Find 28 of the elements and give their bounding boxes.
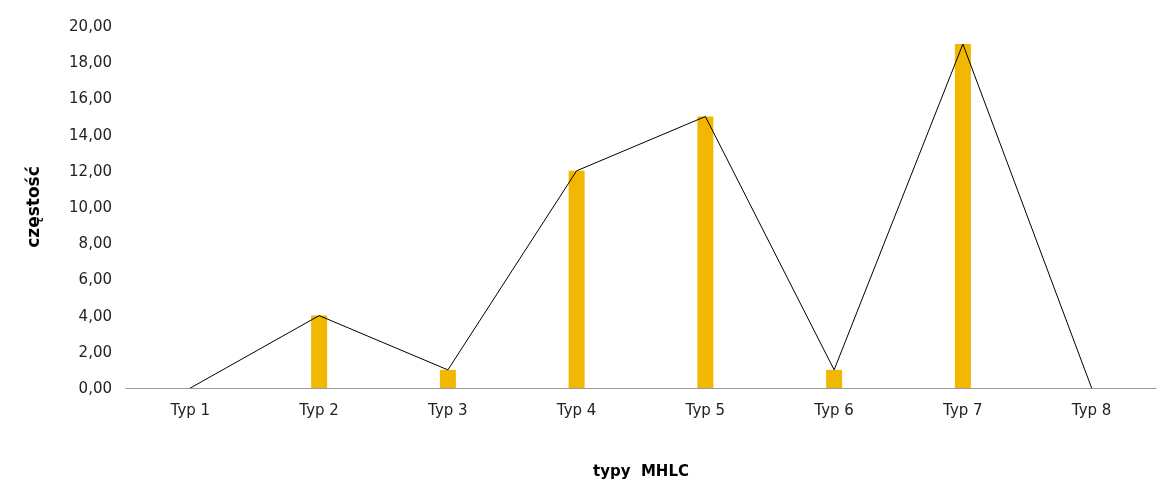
line-series	[189, 43, 1093, 389]
y-tick-label: 18,00	[69, 53, 112, 72]
bar	[439, 369, 456, 388]
y-tick-label: 20,00	[69, 17, 112, 35]
y-tick-label: 4,00	[78, 306, 112, 325]
y-tick-label: 12,00	[69, 161, 112, 180]
bar	[954, 44, 971, 388]
y-tick-label: 0,00	[78, 379, 112, 397]
y-tick-label: 2,00	[78, 342, 112, 361]
bar	[697, 116, 714, 388]
y-tick-label: 8,00	[78, 234, 112, 253]
x-tick-label: Typ 5	[684, 400, 726, 419]
x-tick-label: Typ 2	[298, 400, 339, 419]
y-tick-label: 6,00	[78, 270, 112, 289]
y-tick-label: 16,00	[69, 89, 112, 108]
x-axis-title: typy MHLC	[593, 461, 689, 480]
y-axis-title: częstość	[22, 166, 43, 248]
bar	[311, 315, 328, 388]
y-tick-label: 14,00	[69, 125, 112, 144]
x-tick-label: Typ 7	[942, 400, 983, 419]
x-tick-label: Typ 6	[813, 400, 854, 419]
bar	[568, 170, 585, 388]
x-tick-label: Typ 3	[427, 400, 468, 419]
x-tick-label: Typ 8	[1070, 400, 1112, 419]
bar	[826, 369, 843, 388]
x-tick-label: Typ 1	[169, 400, 211, 419]
y-tick-label: 10,00	[69, 198, 112, 216]
x-tick-label: Typ 4	[555, 400, 597, 419]
